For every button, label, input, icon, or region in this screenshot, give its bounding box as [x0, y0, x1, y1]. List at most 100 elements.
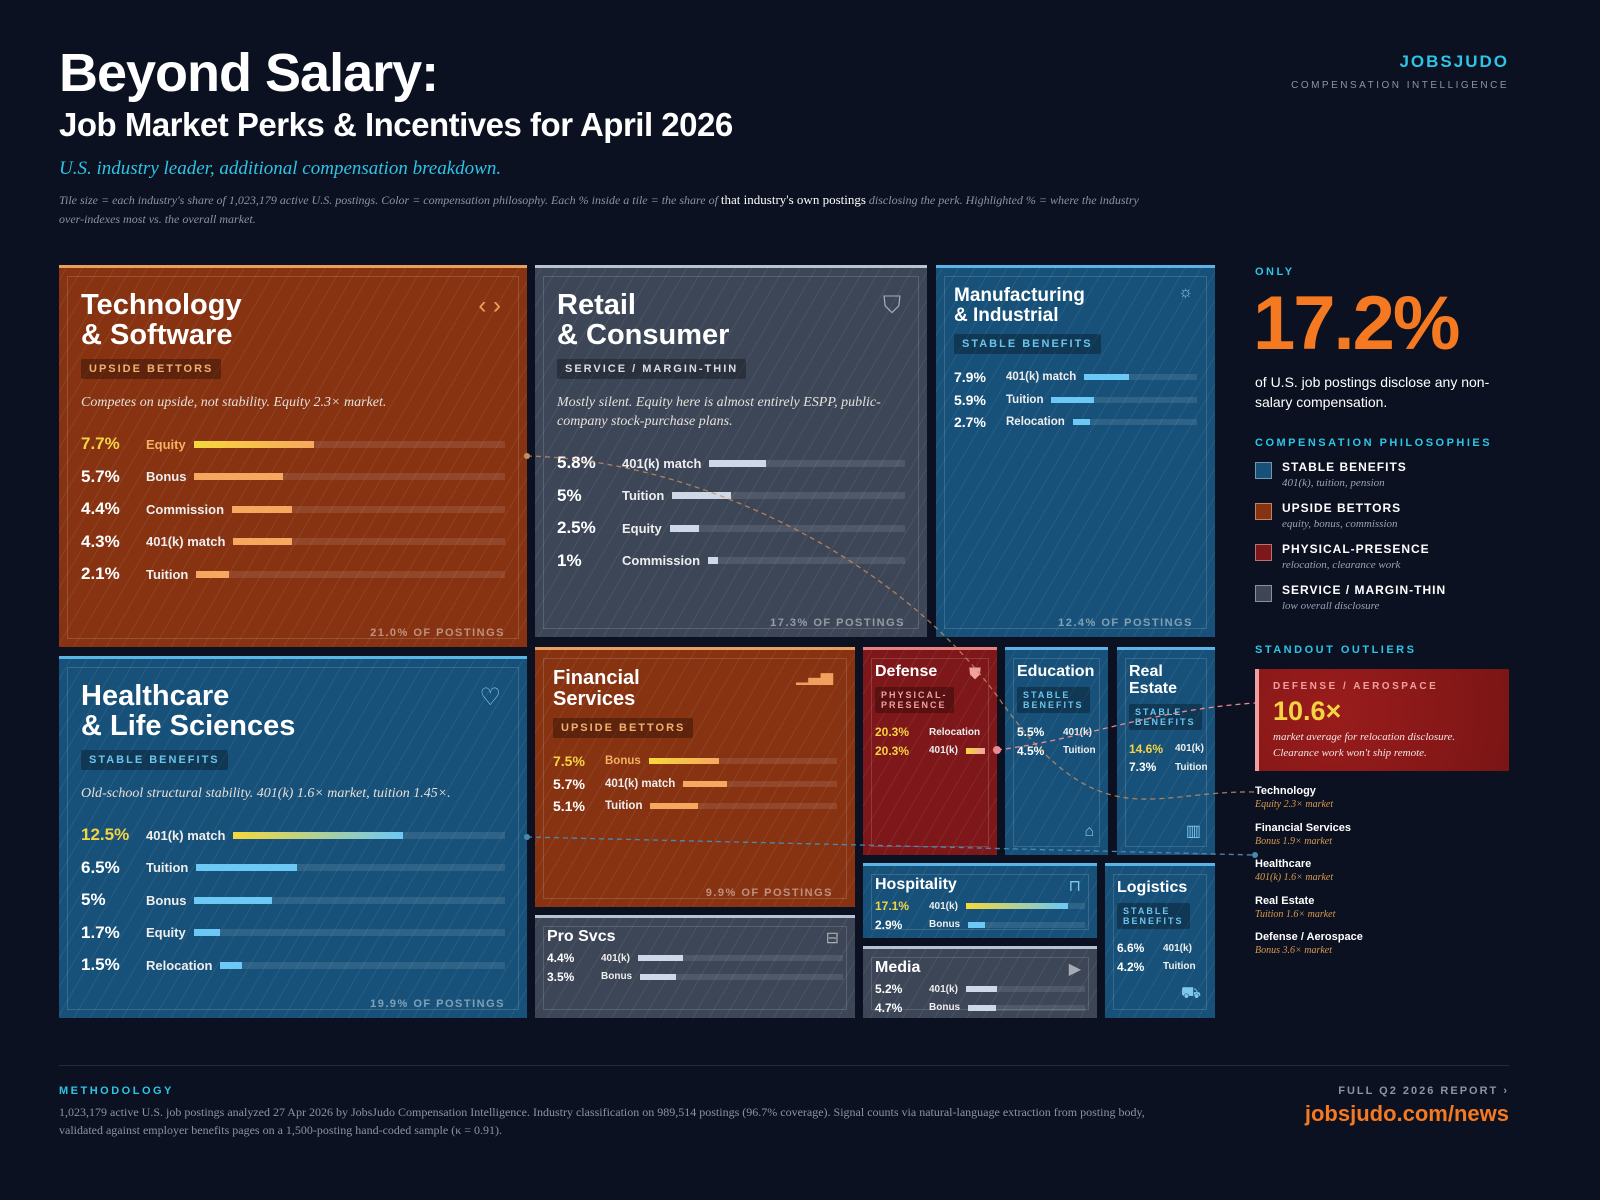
gear-icon: ☼: [1178, 284, 1193, 301]
brand-sub: COMPENSATION INTELLIGENCE: [1291, 80, 1509, 91]
bar-chart-icon: ▁▃▅: [796, 668, 833, 685]
perk-row: 2.9% Bonus: [875, 915, 1085, 934]
perk-percent: 7.9%: [954, 369, 986, 386]
tile-name: Retail & Consumer: [557, 289, 730, 352]
perk-row: 14.6% 401(k): [1129, 740, 1204, 759]
tile-realestate[interactable]: Real Estate ▥ STABLE BENEFITS 14.6% 401(k) 7.…: [1117, 647, 1215, 855]
featured-kicker: DEFENSE / AEROSPACE: [1273, 681, 1439, 692]
legend-name: SERVICE / MARGIN-THIN: [1282, 583, 1447, 597]
perk-list: 7.5% Bonus 5.7% 401(k) match 5.1% Tuition: [553, 750, 837, 818]
tile-healthcare[interactable]: Healthcare & Life Sciences ♡ STABLE BENEFI…: [59, 656, 527, 1018]
perk-label: Tuition: [605, 800, 643, 813]
brand: JOBSJUDO COMPENSATION INTELLIGENCE: [1291, 52, 1509, 91]
perk-list: 6.6% 401(k) 4.2% Tuition: [1117, 939, 1203, 976]
philosophy-badge: PHYSICAL- PRESENCE: [875, 686, 954, 713]
philosophies-heading: COMPENSATION PHILOSOPHIES: [1255, 437, 1493, 449]
perk-row: 5.2% 401(k): [875, 980, 1085, 999]
perk-percent: 7.5%: [553, 753, 585, 770]
perk-percent: 2.7%: [954, 414, 986, 431]
legend-swatch: [1255, 503, 1272, 520]
perk-row: 5.7% 401(k) match: [553, 773, 837, 796]
perk-list: 12.5% 401(k) match 6.5% Tuition 5% Bonus 1.7% E…: [81, 819, 505, 982]
outlier-item[interactable]: Defense / Aerospace Bonus 3.6× market: [1255, 931, 1363, 956]
tile-technology[interactable]: Technology & Software ‹ › UPSIDE BETTORS Co…: [59, 265, 527, 647]
tile-media[interactable]: Media ▶ 5.2% 401(k) 4.7% Bonus: [863, 946, 1097, 1018]
graduation-cap-icon: ⌂: [1084, 823, 1094, 840]
tile-retail[interactable]: Retail & Consumer ⛉ SERVICE / MARGIN-THIN M…: [535, 265, 927, 637]
perk-bar-track: [965, 986, 1085, 993]
perk-label: Tuition: [1163, 961, 1196, 973]
philosophy-badge: STABLE BENEFITS: [954, 333, 1101, 354]
perk-label: 401(k): [1175, 743, 1204, 755]
tile-name: Media: [875, 959, 921, 976]
legend-desc: low overall disclosure: [1282, 600, 1380, 612]
perk-bar-track: [650, 803, 837, 810]
tile-defense[interactable]: Defense ⛊ PHYSICAL- PRESENCE 20.3% Relocatio…: [863, 647, 997, 855]
perk-row: 20.3% 401(k): [875, 741, 985, 760]
legend-swatch: [1255, 544, 1272, 561]
perk-row: 5.1% Tuition: [553, 795, 837, 818]
perk-bar-track: [648, 758, 837, 765]
philosophy-badge: STABLE BENEFITS: [1117, 902, 1190, 929]
perk-row: 6.6% 401(k): [1117, 939, 1203, 958]
perk-percent: 7.7%: [81, 434, 120, 454]
perk-bar-fill: [193, 929, 221, 937]
legend-item: STABLE BENEFITS 401(k), tuition, pension: [1255, 460, 1407, 489]
report-link-label[interactable]: FULL Q2 2026 REPORT ›: [1338, 1085, 1509, 1097]
outlier-item[interactable]: Real Estate Tuition 1.6× market: [1255, 895, 1335, 920]
perk-list: 5.5% 401(k) 4.5% Tuition: [1017, 723, 1096, 760]
perk-label: 401(k) match: [622, 455, 702, 471]
perk-bar-fill: [220, 961, 242, 969]
outlier-desc: Bonus 1.9× market: [1255, 835, 1333, 847]
outlier-name: Real Estate: [1255, 894, 1315, 907]
tile-name: Education: [1017, 663, 1095, 680]
outlier-item[interactable]: Financial Services Bonus 1.9× market: [1255, 822, 1351, 847]
perk-bar-track: [669, 524, 905, 532]
perk-percent: 6.5%: [81, 857, 120, 877]
tile-logistics[interactable]: Logistics ⛟ STABLE BENEFITS 6.6% 401(k) 4.2% T…: [1105, 863, 1215, 1018]
outlier-item[interactable]: Technology Equity 2.3× market: [1255, 785, 1333, 810]
perk-row: 5% Bonus: [81, 884, 505, 917]
perk-bar-track: [233, 831, 505, 839]
outlier-item[interactable]: Healthcare 401(k) 1.6× market: [1255, 858, 1333, 883]
perk-bar-fill: [1051, 396, 1095, 403]
perk-bar-fill: [672, 492, 731, 500]
perk-row: 7.9% 401(k) match: [954, 366, 1197, 389]
tile-financial[interactable]: Financial Services ▁▃▅ UPSIDE BETTORS 7.5% B…: [535, 647, 855, 907]
perk-bar-fill: [648, 758, 720, 765]
tile-hospitality[interactable]: Hospitality ⊓ 17.1% 401(k) 2.9% Bonus: [863, 863, 1097, 938]
perk-percent: 5%: [81, 890, 106, 910]
report-url-link[interactable]: jobsjudo.com/news: [1304, 1101, 1509, 1126]
perk-label: Equity: [146, 925, 186, 941]
perk-percent: 4.2%: [1117, 959, 1145, 974]
tile-manufacturing[interactable]: Manufacturing & Industrial ☼ STABLE BENEFI…: [936, 265, 1215, 637]
footer-divider: [59, 1065, 1509, 1066]
perk-row: 4.5% Tuition: [1017, 741, 1096, 760]
perk-label: Bonus: [929, 919, 961, 931]
perk-label: 401(k): [929, 745, 958, 757]
tile-prosvcs[interactable]: Pro Svcs ⊟ 4.4% 401(k) 3.5% Bonus: [535, 915, 855, 1018]
outlier-desc: Equity 2.3× market: [1255, 799, 1334, 810]
video-icon: ▶: [1068, 961, 1081, 978]
perk-label: 401(k): [929, 983, 958, 995]
perk-percent: 5.7%: [81, 466, 120, 486]
perk-label: 401(k): [1063, 726, 1092, 738]
big-stat-text: of U.S. job postings disclose any non-sa…: [1255, 374, 1490, 410]
perk-row: 4.7% Bonus: [875, 998, 1085, 1017]
tile-education[interactable]: Education ⌂ STABLE BENEFITS 5.5% 401(k) 4.5% T…: [1005, 647, 1108, 855]
perk-list: 4.4% 401(k) 3.5% Bonus: [547, 949, 843, 986]
perk-label: Tuition: [1063, 745, 1096, 757]
perk-bar-track: [965, 747, 985, 754]
perk-bar-track: [968, 1004, 1085, 1011]
perk-percent: 14.6%: [1129, 741, 1164, 756]
perk-bar-track: [220, 961, 505, 969]
perk-bar-fill: [709, 459, 767, 467]
perk-row: 20.3% Relocation: [875, 723, 985, 742]
perk-bar-track: [672, 492, 905, 500]
perk-row: 4.4% Commission: [81, 493, 505, 526]
tile-name: Pro Svcs: [547, 928, 616, 945]
perk-label: 401(k): [601, 952, 630, 964]
perk-label: Tuition: [1006, 393, 1044, 406]
perk-row: 1.5% Relocation: [81, 949, 505, 982]
perk-bar-track: [637, 955, 843, 962]
